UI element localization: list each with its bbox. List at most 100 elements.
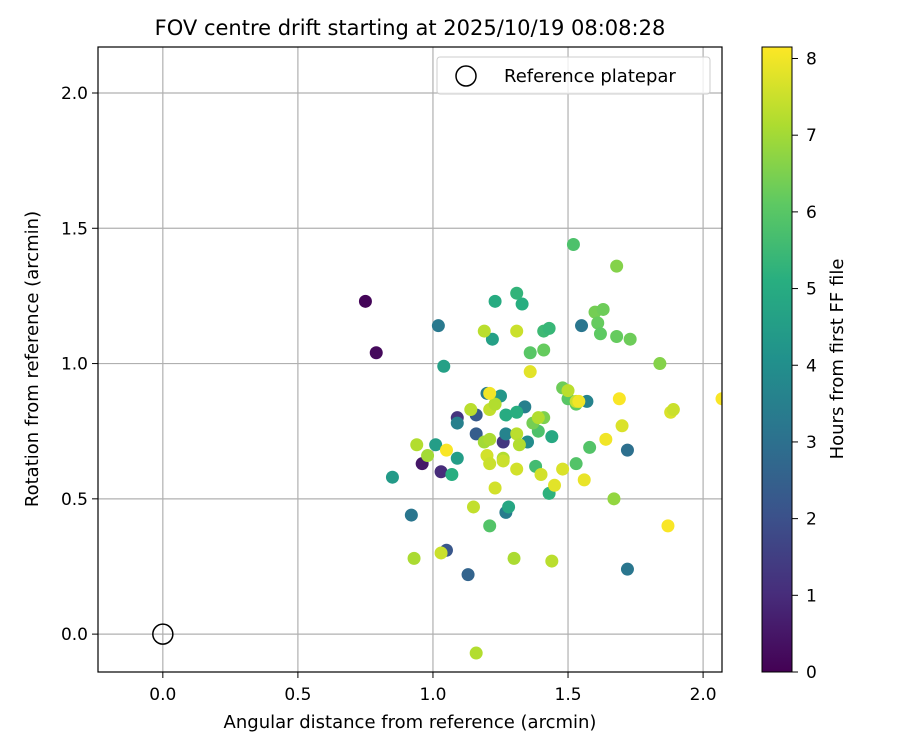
- scatter-point: [593, 327, 607, 341]
- scatter-point: [450, 451, 464, 465]
- colorbar-label: Hours from first FF file: [827, 259, 848, 460]
- y-tick-label: 1.0: [61, 355, 88, 375]
- scatter-point: [410, 438, 424, 452]
- grid: [98, 47, 722, 672]
- scatter-point: [623, 332, 637, 346]
- y-tick-label: 2.0: [61, 84, 88, 104]
- colorbar-ticks: 0 1 2 3 4 5 6 7 8: [792, 50, 817, 683]
- scatter-point: [612, 392, 626, 406]
- colorbar-tick-label: 3: [806, 433, 817, 453]
- scatter-point: [566, 238, 580, 252]
- colorbar-tick-label: 4: [806, 356, 817, 376]
- scatter-point: [615, 419, 629, 433]
- scatter-point: [469, 427, 483, 441]
- colorbar-tick-label: 5: [806, 280, 817, 300]
- scatter-point: [466, 500, 480, 514]
- scatter-point: [483, 519, 497, 533]
- scatter-point: [556, 462, 570, 476]
- scatter-point: [477, 324, 491, 338]
- scatter-point: [510, 427, 524, 441]
- scatter-point: [488, 397, 502, 411]
- scatter-point: [429, 438, 443, 452]
- legend-reference-marker: [455, 65, 477, 87]
- scatter-point: [496, 454, 510, 468]
- scatter-point: [483, 432, 497, 446]
- colorbar-tick-label: 6: [806, 203, 817, 223]
- scatter-point: [431, 319, 445, 333]
- scatter-point: [531, 411, 545, 425]
- scatter-point: [499, 408, 513, 422]
- scatter-point: [666, 403, 680, 417]
- scatter-point: [537, 343, 551, 357]
- y-tick-label: 0.0: [61, 625, 88, 645]
- colorbar-tick-label: 8: [806, 50, 817, 70]
- scatter-point: [369, 346, 383, 360]
- colorbar-tick-label: 1: [806, 586, 817, 606]
- x-tick-label: 0.0: [149, 685, 176, 705]
- scatter-point: [483, 457, 497, 471]
- colorbar-tick-label: 0: [806, 663, 817, 683]
- x-tick-label: 2.0: [690, 685, 717, 705]
- reference-marker-group: [152, 623, 174, 645]
- x-axis-ticks: 0.0 0.5 1.0 1.5 2.0: [149, 672, 717, 705]
- scatter-point: [421, 449, 435, 463]
- scatter-point: [434, 546, 448, 560]
- y-axis-label: Rotation from reference (arcmin): [22, 211, 43, 507]
- scatter-point: [515, 297, 529, 311]
- scatter-point: [715, 392, 722, 406]
- scatter-point: [510, 462, 524, 476]
- scatter-point: [483, 386, 497, 400]
- scatter-point: [661, 519, 675, 533]
- scatter-point: [510, 324, 524, 338]
- scatter-point: [485, 332, 499, 346]
- scatter-point: [502, 500, 516, 514]
- y-tick-label: 1.5: [61, 219, 88, 239]
- scatter-point: [575, 319, 589, 333]
- scatter-point: [620, 443, 634, 457]
- scatter-point: [512, 438, 526, 452]
- scatter-point: [358, 294, 372, 308]
- x-axis-label: Angular distance from reference (arcmin): [224, 712, 597, 733]
- scatter-point: [439, 443, 453, 457]
- scatter-point: [461, 568, 475, 582]
- scatter-point: [510, 405, 524, 419]
- scatter-point: [507, 551, 521, 565]
- plot-frame: [97, 46, 723, 673]
- colorbar-tick-label: 7: [806, 126, 817, 146]
- scatter-point: [545, 554, 559, 568]
- scatter-point: [583, 440, 597, 454]
- scatter-point: [385, 470, 399, 484]
- scatter-point: [542, 321, 556, 335]
- scatter-point: [469, 646, 483, 660]
- scatter-point: [620, 562, 634, 576]
- scatter-point: [561, 384, 575, 398]
- y-tick-label: 0.5: [61, 490, 88, 510]
- scatter-point: [607, 492, 621, 506]
- scatter-point: [404, 508, 418, 522]
- chart-title: FOV centre drift starting at 2025/10/19 …: [155, 16, 666, 40]
- scatter-point: [545, 430, 559, 444]
- scatter-point: [596, 302, 610, 316]
- scatter-point: [499, 427, 513, 441]
- y-axis-ticks: 0.0 0.5 1.0 1.5 2.0: [61, 84, 98, 645]
- scatter-point: [510, 286, 524, 300]
- colorbar-gradient: [761, 46, 793, 673]
- x-tick-label: 1.5: [555, 685, 582, 705]
- scatter-point: [548, 478, 562, 492]
- scatter-point: [488, 481, 502, 495]
- scatter-point: [591, 316, 605, 330]
- legend-box: [436, 56, 711, 95]
- scatter-point: [450, 416, 464, 430]
- legend: Reference platepar: [436, 56, 711, 95]
- colorbar-tick-label: 2: [806, 510, 817, 530]
- scatter-point: [610, 259, 624, 273]
- x-tick-label: 1.0: [419, 685, 446, 705]
- colorbar: 0 1 2 3 4 5 6 7 8 Hours from first FF file: [761, 46, 848, 683]
- scatter-point: [572, 394, 586, 408]
- scatter-point: [653, 357, 667, 371]
- scatter-point: [599, 432, 613, 446]
- scatter-point: [407, 551, 421, 565]
- scatter-point: [445, 467, 459, 481]
- scatter-point: [523, 365, 537, 379]
